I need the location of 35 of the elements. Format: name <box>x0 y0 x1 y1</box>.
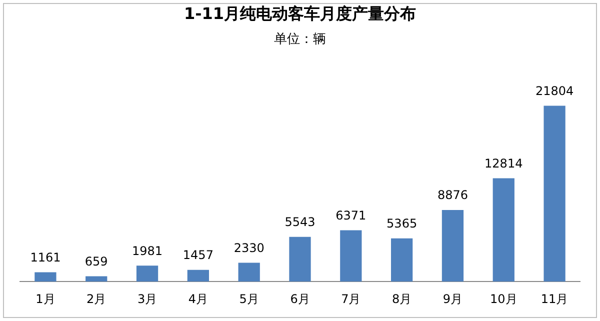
chart-subtitle: 单位：辆 <box>273 31 327 48</box>
data-label: 659 <box>84 254 108 268</box>
bar <box>492 178 514 282</box>
chart-title: 1-11月纯电动客车月度产量分布 <box>182 4 418 25</box>
data-label: 8876 <box>437 188 468 202</box>
bar <box>289 236 311 282</box>
x-tick-label: 5月 <box>239 292 259 306</box>
data-label: 12814 <box>484 156 523 170</box>
bar <box>86 276 108 282</box>
x-tick-label: 8月 <box>392 292 412 306</box>
bar <box>238 262 260 282</box>
bar <box>136 266 158 282</box>
data-label: 1981 <box>132 244 163 258</box>
data-label: 21804 <box>535 84 574 98</box>
x-tick-label: 4月 <box>188 292 208 306</box>
x-tick-label: 3月 <box>137 292 158 306</box>
x-tick-label: 11月 <box>540 292 568 306</box>
bar <box>442 210 464 282</box>
x-tick-label: 1月 <box>36 292 56 306</box>
x-tick-label: 10月 <box>490 292 518 306</box>
data-label: 2330 <box>234 240 264 255</box>
x-tick-label: 2月 <box>86 292 106 306</box>
bar <box>544 106 566 282</box>
data-label: 5543 <box>284 215 316 230</box>
data-label: 1457 <box>182 248 214 262</box>
data-label: 1161 <box>30 250 61 264</box>
bar <box>391 238 413 282</box>
bar <box>34 272 56 282</box>
x-tick-label: 7月 <box>341 292 361 306</box>
bar <box>187 270 209 282</box>
bar <box>340 230 362 282</box>
data-label: 6371 <box>336 208 366 222</box>
x-tick-label: 9月 <box>442 292 463 306</box>
x-tick-label: 6月 <box>290 292 310 306</box>
data-label: 5365 <box>386 216 418 230</box>
